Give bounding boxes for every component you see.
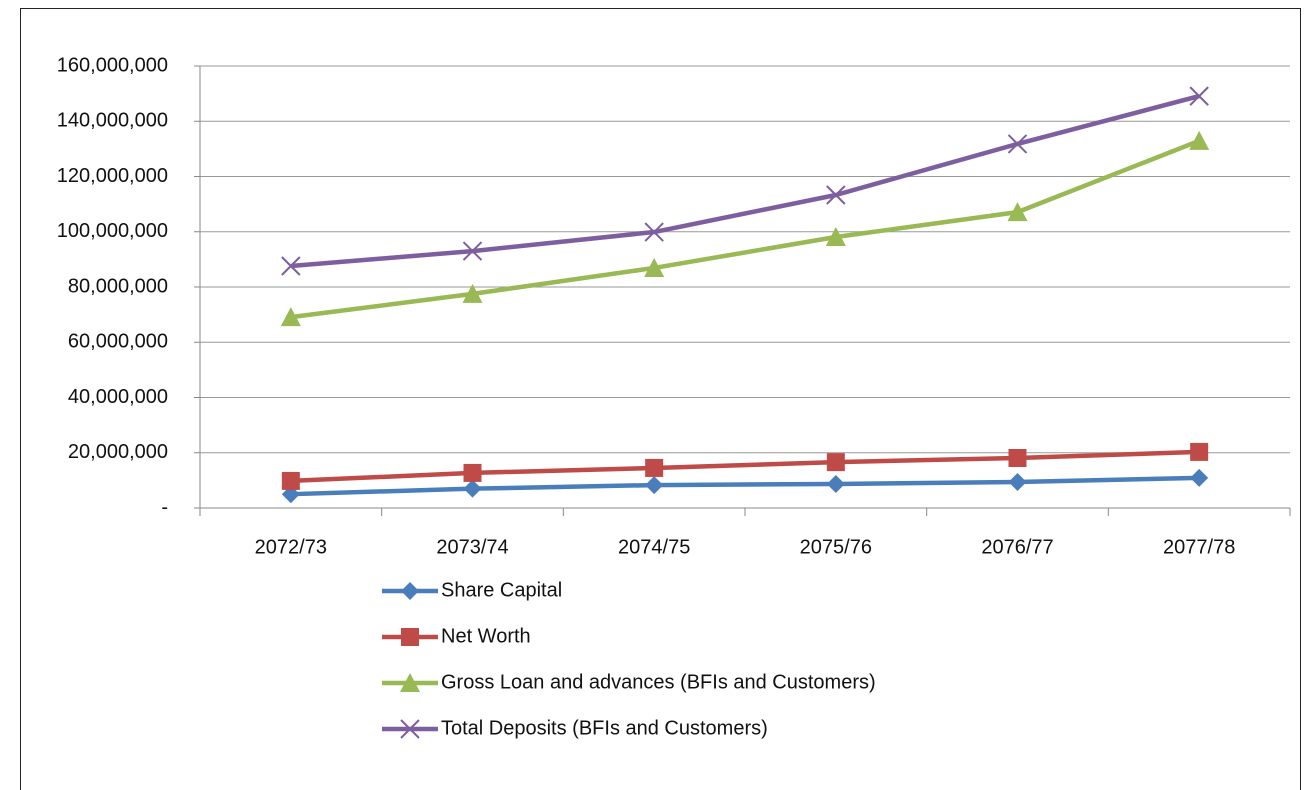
data-point [281,471,300,490]
y-tick-label: 20,000,000 [68,441,168,463]
legend-marker [400,673,420,692]
data-point [1008,448,1027,467]
y-tick-label: 100,000,000 [57,220,168,242]
y-tick-label: 80,000,000 [68,275,168,297]
data-point [1190,468,1209,487]
series-line [290,449,1200,484]
data-point [463,463,482,482]
legend-marker [401,582,419,600]
x-tick-label: 2074/75 [618,536,690,558]
data-point [1007,202,1028,222]
x-tick-label: 2077/78 [1163,536,1235,558]
y-tick-label: 60,000,000 [68,331,168,353]
y-tick-label: 140,000,000 [57,110,168,132]
data-point [1008,473,1027,492]
legend-marker [401,628,419,646]
x-tick-label: 2076/77 [981,536,1053,558]
data-point [826,474,845,493]
data-point [826,185,846,205]
series-line [290,93,1200,269]
data-point [645,476,664,495]
x-tick-label: 2072/73 [255,536,327,558]
y-tick-label: 160,000,000 [57,54,168,76]
series-line [290,138,1200,320]
data-point [281,256,301,276]
y-tick-label: - [161,496,168,518]
legend-label: Share Capital [441,579,562,601]
data-point [644,257,665,277]
data-point [645,458,664,477]
data-point [1189,86,1209,106]
data-point [462,283,483,303]
data-point [644,222,664,242]
legend-label: Net Worth [441,625,531,647]
x-tick-label: 2073/74 [436,536,508,558]
legend-label: Gross Loan and advances (BFIs and Custom… [441,671,876,693]
data-point [825,226,846,246]
series-line [290,475,1200,497]
legend-marker [400,719,420,739]
chart-border [20,8,1301,790]
legend-label: Total Deposits (BFIs and Customers) [441,717,768,739]
data-point [826,453,845,472]
data-point [463,479,482,498]
data-point [280,307,301,327]
data-point [462,241,483,261]
y-tick-label: 40,000,000 [68,386,168,408]
data-point [1007,134,1028,154]
x-tick-label: 2075/76 [800,536,872,558]
y-tick-label: 120,000,000 [57,165,168,187]
data-point [1189,130,1210,150]
data-point [1190,442,1209,461]
